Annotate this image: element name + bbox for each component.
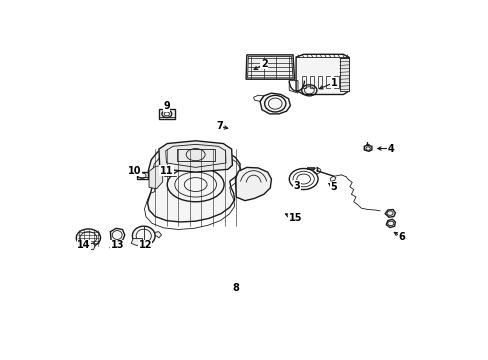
Bar bbox=[301, 76, 305, 87]
Bar bbox=[164, 171, 176, 179]
Text: 9: 9 bbox=[163, 102, 169, 111]
Polygon shape bbox=[235, 167, 271, 201]
Ellipse shape bbox=[76, 229, 101, 247]
Bar bbox=[309, 76, 314, 87]
Polygon shape bbox=[131, 239, 142, 246]
Text: 4: 4 bbox=[386, 144, 393, 153]
Polygon shape bbox=[260, 93, 290, 114]
Polygon shape bbox=[245, 55, 294, 79]
Polygon shape bbox=[386, 219, 395, 228]
Polygon shape bbox=[110, 228, 124, 243]
Polygon shape bbox=[385, 210, 395, 217]
Text: 15: 15 bbox=[288, 213, 302, 224]
Text: 3: 3 bbox=[293, 181, 300, 191]
Bar bbox=[333, 76, 338, 87]
Polygon shape bbox=[149, 165, 163, 189]
Bar bbox=[317, 76, 322, 87]
Bar bbox=[176, 149, 214, 161]
Bar bbox=[325, 76, 330, 87]
Text: 12: 12 bbox=[138, 240, 152, 250]
Text: 10: 10 bbox=[128, 166, 142, 176]
Polygon shape bbox=[159, 141, 232, 172]
Polygon shape bbox=[109, 242, 122, 250]
Text: 7: 7 bbox=[216, 121, 223, 131]
Ellipse shape bbox=[132, 226, 155, 246]
Polygon shape bbox=[364, 145, 371, 151]
Polygon shape bbox=[296, 54, 348, 94]
Polygon shape bbox=[82, 243, 95, 250]
Text: 14: 14 bbox=[77, 240, 90, 250]
Text: 11: 11 bbox=[160, 166, 173, 176]
Polygon shape bbox=[147, 144, 240, 222]
Bar bbox=[306, 167, 313, 169]
Bar bbox=[339, 58, 348, 91]
Bar bbox=[159, 109, 175, 118]
Text: 13: 13 bbox=[110, 240, 124, 250]
Bar bbox=[137, 172, 147, 179]
Text: 8: 8 bbox=[232, 283, 239, 293]
Text: 5: 5 bbox=[330, 183, 337, 192]
Text: 1: 1 bbox=[330, 77, 337, 87]
Text: 6: 6 bbox=[398, 232, 405, 242]
Polygon shape bbox=[155, 232, 161, 238]
Text: 2: 2 bbox=[260, 59, 267, 69]
